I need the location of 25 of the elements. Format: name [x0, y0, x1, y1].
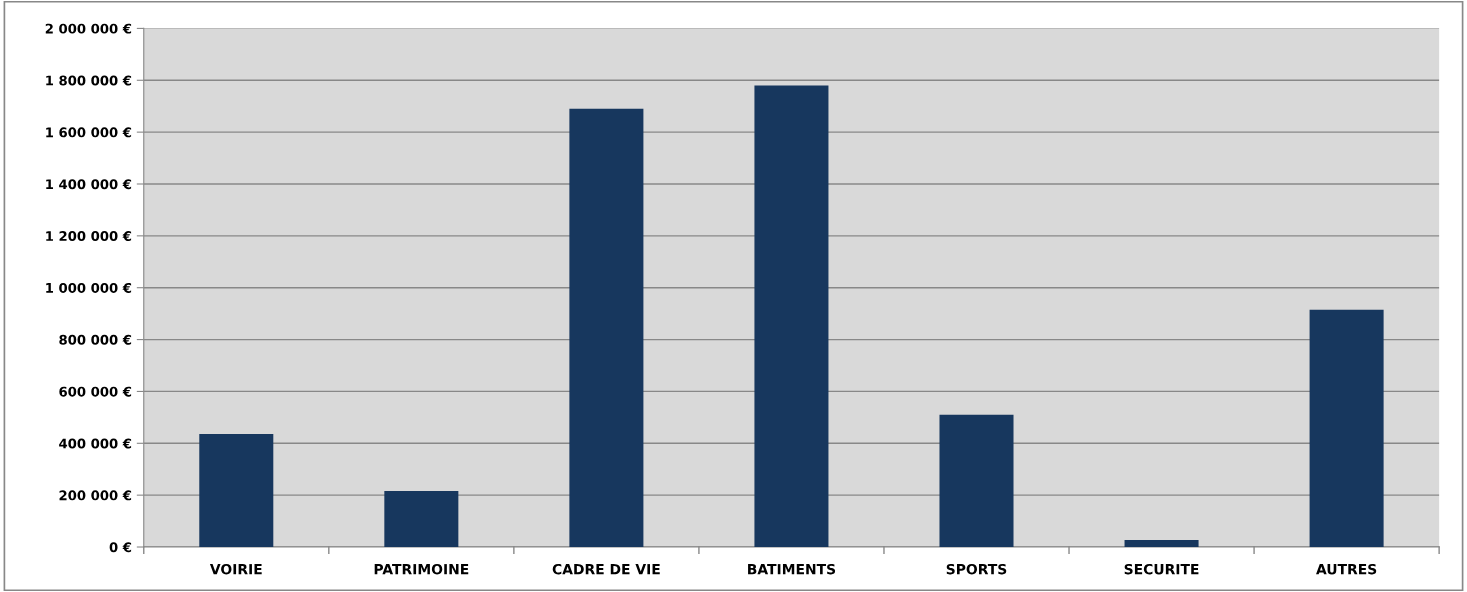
- bar: [569, 108, 644, 548]
- y-tick-label: 400 000 €: [59, 438, 132, 449]
- bar: [199, 433, 274, 548]
- y-tick-label: 600 000 €: [59, 386, 132, 397]
- x-tick-label: VOIRIE: [209, 563, 262, 575]
- bar: [384, 491, 459, 548]
- x-tick-label: PATRIMOINE: [374, 563, 469, 575]
- bar: [1309, 309, 1384, 548]
- y-tick-label: 800 000 €: [59, 334, 132, 345]
- y-tick-label: 1 200 000 €: [46, 231, 132, 242]
- x-tick-label: CADRE DE VIE: [552, 563, 660, 575]
- y-tick-label: 200 000 €: [59, 490, 132, 501]
- bar: [1124, 540, 1199, 548]
- x-tick-label: SPORTS: [946, 563, 1007, 575]
- x-tick-label: SECURITE: [1124, 563, 1199, 575]
- y-tick-label: 2 000 000 €: [45, 23, 132, 34]
- bar: [939, 414, 1014, 548]
- bar: [754, 85, 829, 548]
- y-tick-label: 1 800 000 €: [46, 75, 132, 86]
- x-tick-label: AUTRES: [1316, 563, 1377, 575]
- y-tick-label: 1 600 000 €: [46, 127, 132, 138]
- y-tick-label: 1 400 000 €: [46, 179, 132, 190]
- y-tick-label: 0 €: [109, 542, 132, 553]
- y-tick-label: 1 000 000 €: [46, 282, 132, 293]
- x-tick-label: BATIMENTS: [748, 563, 836, 575]
